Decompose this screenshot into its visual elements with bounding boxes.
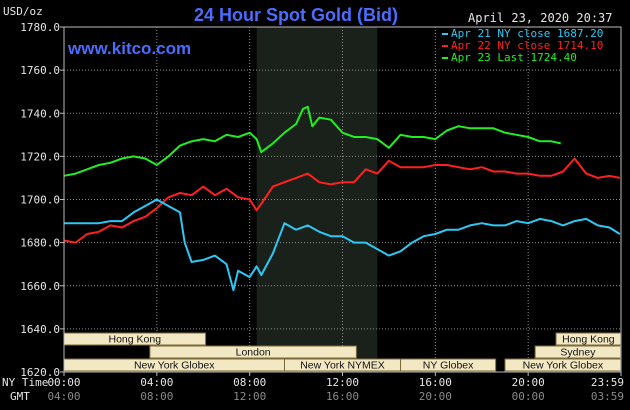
price-series-line — [63, 105, 561, 177]
y-tick-label: 1780.0 — [20, 21, 60, 34]
gmt-label: GMT — [10, 390, 30, 403]
x-tick-label-gmt: 08:00 — [140, 390, 173, 403]
legend-label: Apr 21 NY close 1687.20 — [451, 27, 603, 40]
price-lines — [63, 105, 621, 292]
y-tick-label: 1700.0 — [20, 194, 60, 207]
legend-label: Apr 23 Last 1724.40 — [451, 51, 577, 64]
site-url: www.kitco.com — [67, 39, 191, 58]
legend-swatch — [442, 45, 448, 47]
session-label: New York Globex — [523, 360, 604, 372]
x-tick-label-ny: 04:00 — [140, 376, 173, 389]
price-series-line — [64, 198, 621, 292]
session-bar: London — [149, 345, 357, 359]
y-tick-label: 1740.0 — [20, 107, 60, 120]
y-tick-label: 1640.0 — [20, 323, 60, 336]
y-tick-label: 1720.0 — [20, 150, 60, 163]
y-tick-label: 1660.0 — [20, 280, 60, 293]
price-series-line — [63, 157, 620, 244]
ny-time-label: NY Time — [2, 376, 48, 389]
x-tick-label-ny: 12:00 — [326, 376, 359, 389]
x-tick-label-gmt: 03:59 — [591, 390, 624, 403]
x-tick-label-ny: 08:00 — [233, 376, 266, 389]
session-label: London — [236, 347, 271, 359]
x-axis: 00:0004:0004:0008:0008:0012:0012:0016:00… — [2, 372, 624, 403]
session-bar: New York NYMEX — [283, 358, 402, 372]
legend-swatch — [442, 33, 448, 35]
session-label: New York Globex — [134, 360, 215, 372]
session-bar: Sydney — [534, 345, 622, 359]
x-tick-label-gmt: 12:00 — [233, 390, 266, 403]
session-bar: Hong Kong — [63, 332, 207, 346]
legend-swatch — [442, 57, 448, 59]
session-bar: Hong Kong — [555, 332, 622, 346]
session-label: Hong Kong — [562, 334, 615, 346]
x-tick-label-ny: 00:00 — [47, 376, 80, 389]
legend-item: Apr 22 NY close 1714.10 — [442, 39, 603, 52]
legend-label: Apr 22 NY close 1714.10 — [451, 39, 603, 52]
y-tick-label: 1680.0 — [20, 237, 60, 250]
y-unit-label: USD/oz — [3, 5, 43, 18]
grid-lines — [64, 27, 621, 372]
timestamp: April 23, 2020 20:37 — [468, 11, 613, 25]
trading-sessions: Hong Kong London New York Globex New York N… — [63, 332, 622, 372]
session-bar-box — [400, 358, 497, 372]
x-tick-label-gmt: 16:00 — [326, 390, 359, 403]
chart-title: 24 Hour Spot Gold (Bid) — [194, 5, 398, 25]
x-tick-label-gmt: 20:00 — [419, 390, 452, 403]
session-bar: NY Globex — [400, 358, 497, 372]
session-label: Hong Kong — [109, 334, 162, 346]
y-tick-label: 1620.0 — [20, 366, 60, 379]
session-label: NY Globex — [423, 360, 474, 372]
session-label: New York NYMEX — [300, 360, 385, 372]
x-tick-label-gmt: 00:00 — [512, 390, 545, 403]
x-tick-label-gmt: 04:00 — [47, 390, 80, 403]
y-tick-label: 1760.0 — [20, 64, 60, 77]
x-tick-label-ny: 20:00 — [512, 376, 545, 389]
plot-frame — [63, 26, 622, 373]
y-axis: 1780.0 1760.0 1740.0 1720.0 1700.0 1680.0 1660… — [20, 21, 64, 379]
session-label: Sydney — [560, 347, 596, 359]
legend-item: Apr 23 Last 1724.40 — [442, 51, 577, 64]
session-bar-box — [149, 345, 357, 359]
x-tick-label-ny: 23:59 — [591, 376, 624, 389]
legend-item: Apr 21 NY close 1687.20 — [442, 27, 603, 40]
session-bar: New York Globex — [63, 358, 285, 372]
x-tick-label-ny: 16:00 — [419, 376, 452, 389]
session-bar: New York Globex — [504, 358, 622, 372]
